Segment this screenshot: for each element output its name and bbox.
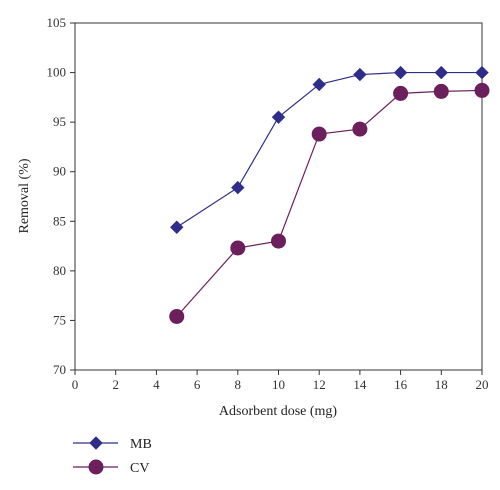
y-tick-label: 75 bbox=[53, 312, 66, 327]
series-line-mb bbox=[176, 71, 482, 228]
x-tick-label: 12 bbox=[313, 377, 326, 392]
data-point-mb bbox=[353, 67, 367, 82]
legend-label-cv: CV bbox=[130, 461, 149, 476]
data-point-mb bbox=[434, 65, 449, 80]
data-point-cv bbox=[352, 121, 368, 137]
x-tick-label: 8 bbox=[235, 377, 242, 392]
data-point-mb bbox=[312, 77, 326, 92]
plot-frame bbox=[74, 22, 483, 371]
data-point-mb bbox=[231, 180, 245, 195]
y-tick-label: 90 bbox=[53, 164, 66, 179]
series-line-cv bbox=[176, 89, 483, 317]
legend-marker-mb bbox=[89, 436, 103, 450]
series-layer bbox=[169, 65, 490, 324]
x-tick-label: 6 bbox=[194, 377, 201, 392]
y-tick-label: 100 bbox=[47, 65, 67, 80]
x-tick-label: 10 bbox=[272, 377, 285, 392]
data-point-mb bbox=[170, 220, 184, 234]
y-axis-ticks: 70 75 80 85 90 95 100 105 bbox=[47, 15, 75, 377]
x-axis-title: Adsorbent dose (mg) bbox=[219, 404, 338, 419]
y-tick-label: 105 bbox=[47, 15, 67, 30]
y-tick-label: 80 bbox=[53, 263, 66, 278]
y-tick-label: 95 bbox=[53, 114, 66, 129]
y-axis-title: Removal (%) bbox=[17, 158, 32, 233]
x-tick-label: 0 bbox=[72, 377, 79, 392]
x-tick-label: 16 bbox=[394, 377, 408, 392]
data-point-cv bbox=[393, 85, 409, 101]
y-tick-label: 70 bbox=[53, 362, 66, 377]
x-tick-label: 18 bbox=[435, 377, 448, 392]
data-point-cv bbox=[474, 82, 490, 98]
x-tick-label: 2 bbox=[112, 377, 119, 392]
data-point-mb bbox=[393, 65, 408, 80]
x-tick-label: 20 bbox=[476, 377, 489, 392]
data-point-cv bbox=[433, 83, 449, 99]
legend: MB CV bbox=[73, 436, 152, 476]
data-point-cv bbox=[169, 308, 185, 324]
x-tick-label: 14 bbox=[353, 377, 367, 392]
data-point-cv bbox=[311, 126, 327, 142]
x-tick-label: 4 bbox=[153, 377, 160, 392]
data-point-mb bbox=[271, 110, 286, 124]
legend-marker-cv bbox=[88, 459, 104, 475]
data-point-cv bbox=[271, 233, 286, 249]
data-point-cv bbox=[230, 240, 246, 256]
legend-label-mb: MB bbox=[130, 437, 152, 452]
y-tick-label: 85 bbox=[53, 213, 66, 228]
data-point-mb bbox=[475, 65, 489, 80]
x-axis-ticks: 0 2 4 6 8 10 12 14 16 18 20 bbox=[72, 370, 489, 392]
